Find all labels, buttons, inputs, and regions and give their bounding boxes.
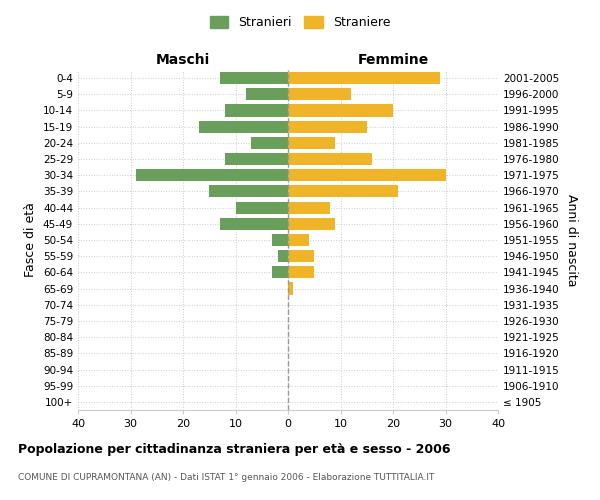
Bar xyxy=(220,218,288,230)
Bar xyxy=(288,169,445,181)
Bar xyxy=(251,137,288,149)
Legend: Stranieri, Straniere: Stranieri, Straniere xyxy=(205,11,395,34)
Bar xyxy=(288,153,372,165)
Bar xyxy=(288,72,440,84)
Bar xyxy=(235,202,288,213)
Bar xyxy=(288,250,314,262)
Y-axis label: Fasce di età: Fasce di età xyxy=(25,202,37,278)
Bar xyxy=(277,250,288,262)
Text: COMUNE DI CUPRAMONTANA (AN) - Dati ISTAT 1° gennaio 2006 - Elaborazione TUTTITAL: COMUNE DI CUPRAMONTANA (AN) - Dati ISTAT… xyxy=(18,472,434,482)
Bar xyxy=(136,169,288,181)
Bar xyxy=(288,218,335,230)
Bar xyxy=(288,282,293,294)
Bar xyxy=(288,120,367,132)
Bar xyxy=(199,120,288,132)
Bar xyxy=(288,234,309,246)
Bar xyxy=(288,266,314,278)
Bar xyxy=(225,153,288,165)
Text: Maschi: Maschi xyxy=(156,53,210,67)
Bar xyxy=(288,137,335,149)
Bar xyxy=(246,88,288,101)
Text: Popolazione per cittadinanza straniera per età e sesso - 2006: Popolazione per cittadinanza straniera p… xyxy=(18,442,451,456)
Bar xyxy=(209,186,288,198)
Bar xyxy=(288,88,351,101)
Bar xyxy=(220,72,288,84)
Bar xyxy=(272,234,288,246)
Bar xyxy=(288,104,393,117)
Bar xyxy=(288,186,398,198)
Bar xyxy=(225,104,288,117)
Text: Femmine: Femmine xyxy=(358,53,428,67)
Bar xyxy=(272,266,288,278)
Y-axis label: Anni di nascita: Anni di nascita xyxy=(565,194,578,286)
Bar xyxy=(288,202,330,213)
